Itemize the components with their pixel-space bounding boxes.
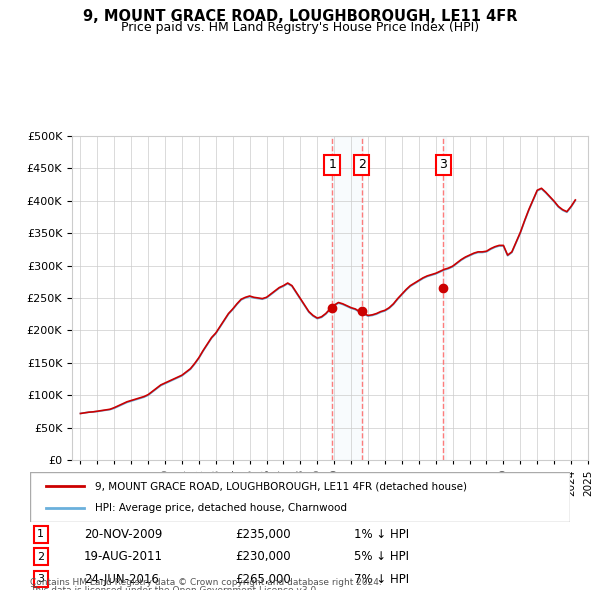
- Text: 2: 2: [37, 552, 44, 562]
- Text: 9, MOUNT GRACE ROAD, LOUGHBOROUGH, LE11 4FR: 9, MOUNT GRACE ROAD, LOUGHBOROUGH, LE11 …: [83, 9, 517, 24]
- Text: £230,000: £230,000: [235, 550, 291, 563]
- Text: 7% ↓ HPI: 7% ↓ HPI: [354, 573, 409, 586]
- Text: Price paid vs. HM Land Registry's House Price Index (HPI): Price paid vs. HM Land Registry's House …: [121, 21, 479, 34]
- Text: 9, MOUNT GRACE ROAD, LOUGHBOROUGH, LE11 4FR (detached house): 9, MOUNT GRACE ROAD, LOUGHBOROUGH, LE11 …: [95, 481, 467, 491]
- Text: HPI: Average price, detached house, Charnwood: HPI: Average price, detached house, Char…: [95, 503, 347, 513]
- FancyBboxPatch shape: [30, 472, 570, 522]
- Text: 1: 1: [328, 158, 336, 172]
- Text: £235,000: £235,000: [235, 528, 291, 541]
- Text: This data is licensed under the Open Government Licence v3.0.: This data is licensed under the Open Gov…: [30, 586, 319, 590]
- Text: 5% ↓ HPI: 5% ↓ HPI: [354, 550, 409, 563]
- Text: 20-NOV-2009: 20-NOV-2009: [84, 528, 163, 541]
- Text: 24-JUN-2016: 24-JUN-2016: [84, 573, 159, 586]
- Text: £265,000: £265,000: [235, 573, 291, 586]
- Text: 3: 3: [440, 158, 448, 172]
- Bar: [331, 136, 362, 460]
- Bar: [443, 136, 446, 460]
- Text: Contains HM Land Registry data © Crown copyright and database right 2024.: Contains HM Land Registry data © Crown c…: [30, 578, 382, 587]
- Text: 3: 3: [37, 574, 44, 584]
- Text: 1: 1: [37, 529, 44, 539]
- Text: 1% ↓ HPI: 1% ↓ HPI: [354, 528, 409, 541]
- Text: 19-AUG-2011: 19-AUG-2011: [84, 550, 163, 563]
- Text: 2: 2: [358, 158, 365, 172]
